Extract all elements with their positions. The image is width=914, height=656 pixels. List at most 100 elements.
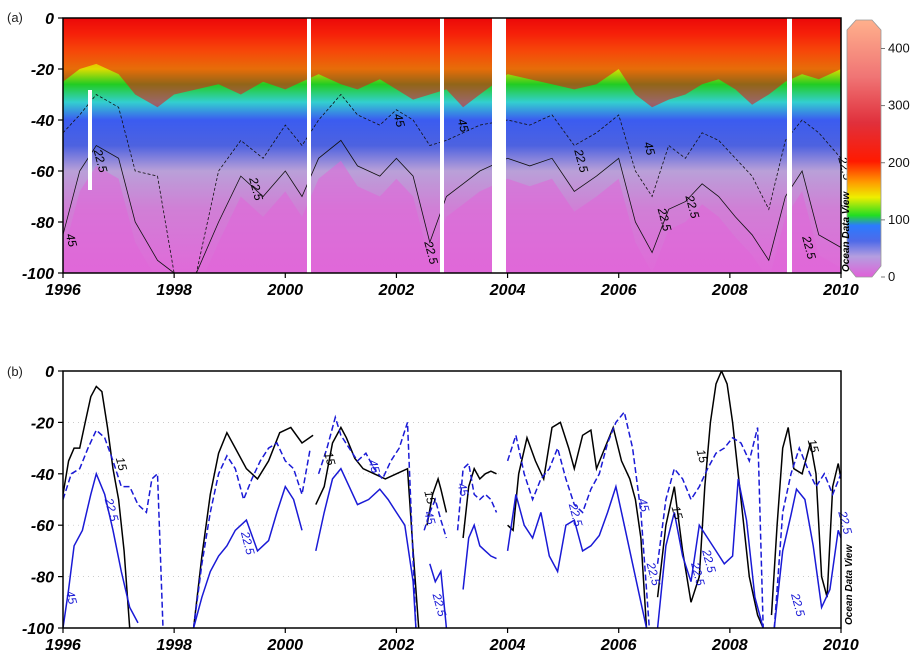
contour-label: 45 — [63, 589, 80, 606]
colorbar-tick-label: 200 — [888, 155, 910, 170]
series-line-solid — [506, 483, 648, 628]
contour-label: 22.5 — [566, 501, 586, 528]
series-line-solid — [656, 478, 764, 628]
watermark-b: Ocean Data View — [844, 544, 855, 625]
contour-label: 22.5 — [421, 239, 441, 266]
y-tick-label: -80 — [31, 570, 54, 587]
panel-b-contour-labels: 15 22.5 45 15 22.5 45 15 45 22.5 45 22.5 45 22.5 15 22… — [63, 438, 855, 619]
x-tick-label: 2008 — [711, 282, 748, 299]
data-gap — [787, 18, 792, 273]
data-gap — [88, 90, 92, 190]
series-line-solid — [773, 487, 841, 628]
series-line-solid — [507, 421, 648, 628]
series-line-solid — [462, 466, 497, 539]
x-tick-label: 1996 — [45, 637, 81, 654]
data-gap — [440, 18, 444, 273]
colorbar-body — [846, 19, 882, 278]
y-tick-label: 0 — [45, 364, 54, 381]
x-tick-label: 2008 — [711, 637, 748, 654]
contour-label: 15 — [694, 448, 711, 465]
panel-b-y-axis: 0 -20 -40 -60 -80 -100 — [22, 364, 63, 638]
x-tick-label: 2000 — [266, 282, 303, 299]
contour-label: 22.5 — [788, 591, 808, 618]
series-line-solid — [429, 563, 448, 628]
series-line-dashed — [192, 441, 312, 628]
series-line-solid — [462, 522, 497, 590]
series-line-solid — [63, 385, 131, 628]
panel-a-x-axis: 1996 1998 2000 2002 2004 2006 2008 2010 — [45, 273, 859, 299]
panel-b-background — [63, 371, 841, 628]
series-line-solid — [192, 484, 303, 628]
x-tick-label: 2006 — [600, 637, 637, 654]
contour-label: 45 — [63, 232, 80, 249]
x-tick-label: 1996 — [45, 282, 81, 299]
contour-label: 15 — [421, 489, 438, 506]
x-tick-label: 2010 — [822, 282, 859, 299]
contour-label: 45 — [641, 140, 658, 157]
contour-label: 22.5 — [571, 147, 591, 174]
contour-label: 45 — [635, 497, 652, 514]
contour-label: 15 — [805, 438, 822, 455]
colorbar-ticks: 0 100 200 300 400 — [881, 41, 910, 284]
series-line-dashed — [773, 445, 841, 628]
panel-b-series — [63, 371, 841, 628]
colorbar-tick-label: 400 — [888, 41, 910, 56]
series-line-dashed — [63, 428, 164, 628]
contour-label: 22.5 — [643, 560, 663, 587]
series-line-solid — [192, 426, 314, 628]
contour-label: 22.5 — [102, 496, 122, 523]
contour-label: 22.5 — [799, 233, 819, 260]
contour-label: 45 — [421, 510, 438, 527]
contour-label: 15 — [113, 456, 130, 473]
mixed-layer-band — [63, 18, 841, 108]
colorbar: 0 100 200 300 400 Ocean Data View — [841, 19, 910, 284]
series-line-dashed — [423, 497, 448, 539]
contour-label: 22.5 — [835, 509, 855, 536]
y-tick-label: -100 — [22, 621, 54, 638]
contour-label: 22.5 — [429, 591, 449, 618]
panel-b-frame — [62, 370, 842, 629]
contour-label: 22.5 — [688, 560, 708, 587]
contour-label: 15 — [669, 504, 686, 521]
contour-label: 22.5 — [699, 547, 719, 574]
panel-b-label: (b) — [7, 364, 23, 379]
colorbar-tick-label: 300 — [888, 98, 910, 113]
contour-label: 45 — [366, 458, 383, 475]
y-tick-label: -20 — [31, 62, 54, 79]
y-tick-label: 0 — [45, 11, 54, 28]
panel-a-frame — [62, 17, 842, 274]
watermark-a: Ocean Data View — [841, 191, 852, 272]
series-line-dashed — [656, 427, 764, 628]
series-line-dashed — [506, 410, 651, 628]
series-line-solid — [656, 371, 764, 628]
panel-b-lines: 15 22.5 45 15 22.5 45 15 45 22.5 45 22.5 45 22.5 15 22… — [62, 370, 855, 629]
series-line-dashed — [456, 462, 498, 531]
x-tick-label: 2000 — [266, 637, 303, 654]
x-tick-label: 2002 — [378, 282, 415, 299]
series-line-solid — [315, 425, 420, 628]
isoline-22-5 — [63, 93, 841, 273]
series-line-dashed — [317, 414, 417, 628]
y-tick-label: -60 — [31, 164, 54, 181]
data-gap — [307, 18, 311, 273]
contour-label: 45 — [455, 481, 472, 498]
series-line-solid — [315, 467, 417, 628]
data-gap — [492, 18, 506, 273]
contour-label: 22.5 — [246, 175, 266, 202]
y-tick-label: -20 — [31, 415, 54, 432]
series-line-solid — [770, 427, 841, 616]
contour-label: 45 — [455, 117, 472, 134]
contour-label: 22.5 — [238, 529, 258, 556]
y-tick-label: -40 — [31, 467, 54, 484]
contour-label: 45 — [391, 112, 408, 129]
series-line-solid — [63, 471, 139, 628]
isoline-45 — [63, 139, 841, 273]
panel-a-y-axis: 0 -20 -40 -60 -80 -100 — [22, 11, 63, 283]
x-tick-label: 2004 — [489, 637, 526, 654]
x-tick-label: 1998 — [156, 282, 192, 299]
colorbar-tick-label: 100 — [888, 212, 910, 227]
y-tick-label: -60 — [31, 518, 54, 535]
